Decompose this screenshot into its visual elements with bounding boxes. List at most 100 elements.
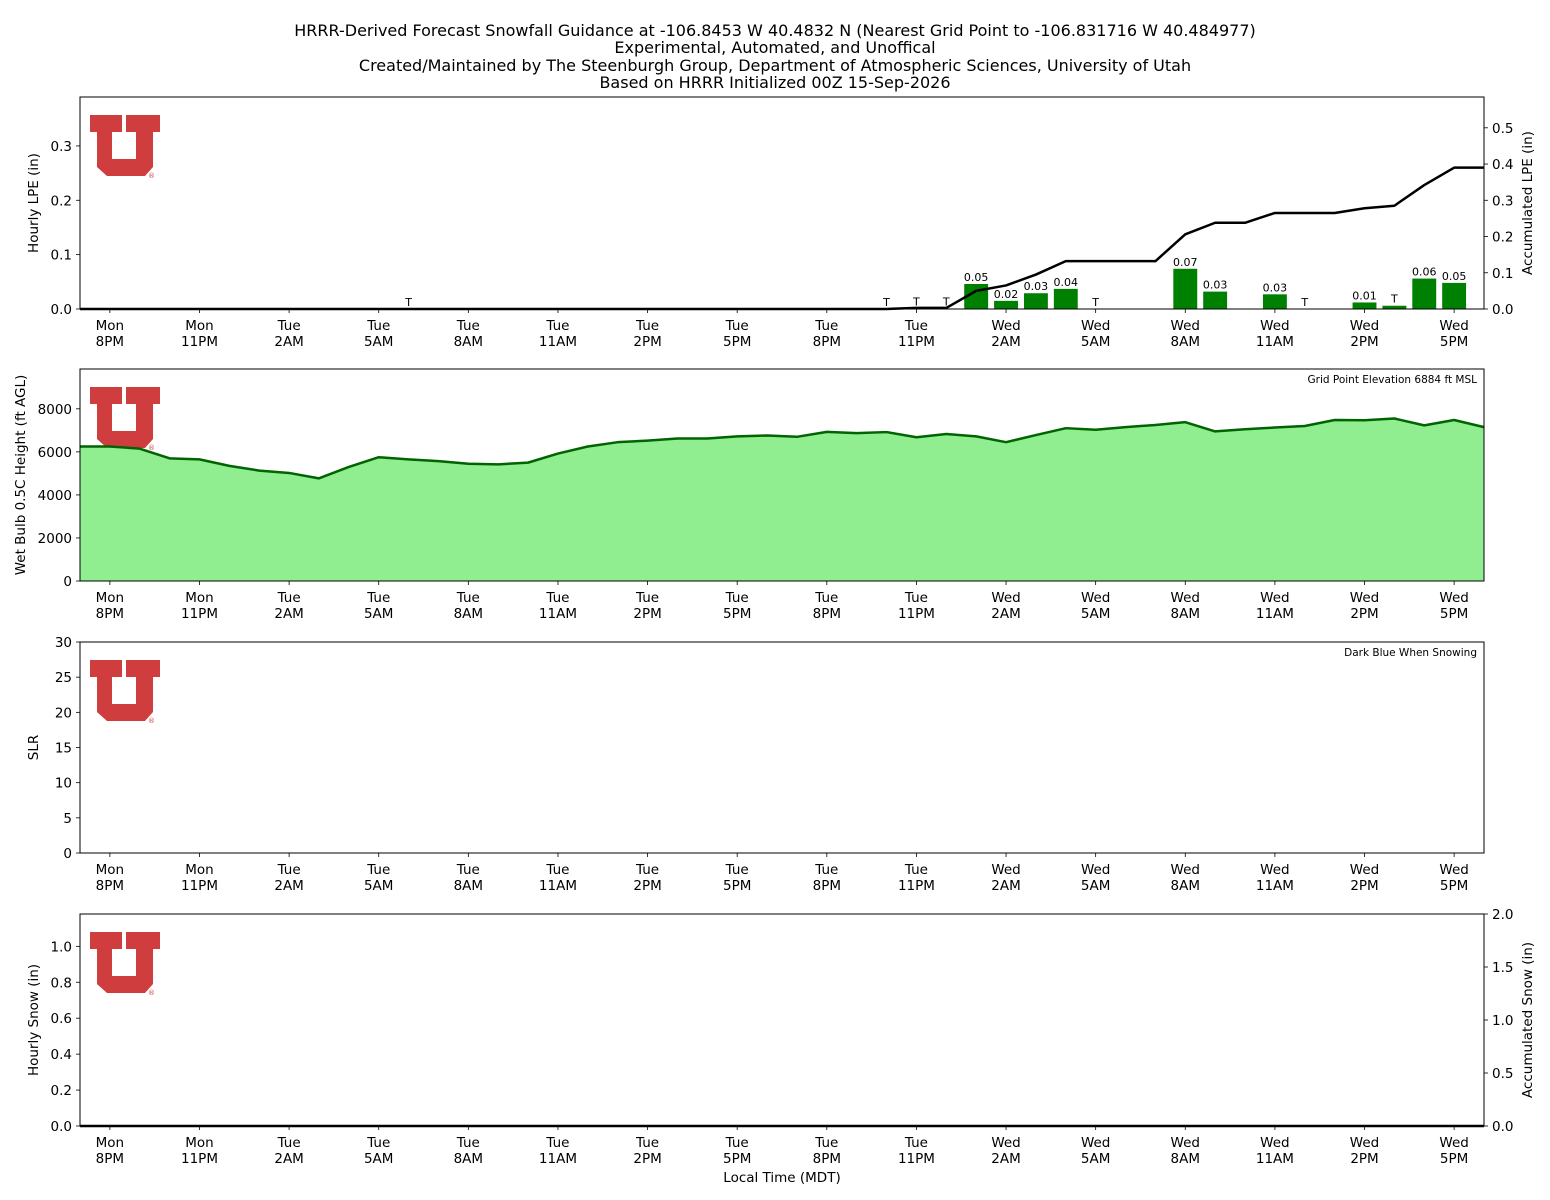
x-tick-label-day: Tue — [545, 590, 569, 606]
lpe-bar-label: 0.07 — [1173, 256, 1198, 269]
y2-tick-label: 1.0 — [1492, 1013, 1513, 1029]
x-tick-label-hour: 8PM — [96, 334, 124, 350]
y-axis-label: Hourly Snow (in) — [26, 964, 42, 1076]
y2-tick-label: 0.0 — [1492, 1119, 1513, 1135]
x-tick-label-day: Wed — [1260, 590, 1289, 606]
x-tick-label-day: Wed — [1081, 1135, 1110, 1151]
panel-slr: ® 0 5 10 15 20 25 30 SLR Dark Blue When Snowing Mo… — [26, 635, 1485, 894]
x-tick-label-hour: 8PM — [96, 878, 124, 894]
lpe-bar — [1412, 278, 1437, 309]
x-tick-label-hour: 5PM — [1440, 1151, 1468, 1167]
logo-registered-mark-1: ® — [148, 444, 155, 452]
x-tick-label-day: Tue — [635, 590, 659, 606]
x-tick-label-day: Tue — [277, 590, 301, 606]
x-tick-label-day: Wed — [991, 862, 1020, 878]
x-tick-label-hour: 2AM — [991, 334, 1020, 350]
x-tick-label-day: Tue — [904, 318, 928, 334]
y-axis-label: SLR — [26, 735, 42, 760]
x-tick-label-hour: 11AM — [1256, 606, 1294, 622]
wetbulb-height-line — [80, 417, 1485, 480]
x-tick-label-hour: 11AM — [539, 1151, 577, 1167]
y2-tick-label: 0.1 — [1492, 266, 1513, 282]
x-tick-label-hour: 2PM — [633, 878, 661, 894]
x-tick-label-day: Tue — [277, 862, 301, 878]
y2-tick-label: 0.4 — [1492, 157, 1513, 173]
y2-axis-label: Accumulated Snow (in) — [1520, 942, 1536, 1098]
x-tick-label-hour: 11AM — [1256, 1151, 1294, 1167]
y-tick-label: 1.0 — [51, 939, 72, 955]
x-tick-label-hour: 8PM — [813, 1151, 841, 1167]
x-tick-label-hour: 5PM — [723, 606, 751, 622]
x-tick-label-hour: 2PM — [1350, 878, 1378, 894]
x-tick-label-hour: 11AM — [539, 878, 577, 894]
x-tick-label-day: Wed — [1350, 318, 1379, 334]
x-tick-label-hour: 5AM — [1081, 606, 1110, 622]
y-tick-label: 0.2 — [51, 1083, 72, 1099]
y-tick-label: 0 — [63, 574, 72, 590]
x-tick-label-day: Mon — [185, 1135, 213, 1151]
x-tick-label-day: Tue — [545, 1135, 569, 1151]
x-tick-label-day: Tue — [456, 1135, 480, 1151]
lpe-bar-label: 0.03 — [1263, 281, 1288, 294]
x-tick-label-hour: 2AM — [274, 1151, 303, 1167]
lpe-bar-label: 0.05 — [964, 271, 989, 284]
x-tick-label-day: Wed — [1260, 318, 1289, 334]
x-tick-label-day: Mon — [96, 318, 124, 334]
x-tick-label-day: Tue — [635, 862, 659, 878]
x-tick-label-day: Tue — [366, 862, 390, 878]
y-tick-label: 4000 — [38, 488, 72, 504]
lpe-bar — [1382, 305, 1407, 309]
x-tick-label-day: Wed — [1081, 862, 1110, 878]
x-tick-label-day: Wed — [1081, 318, 1110, 334]
x-tick-label-day: Wed — [1439, 318, 1468, 334]
wetbulb-height-area — [80, 418, 1484, 581]
x-tick-label-day: Tue — [635, 318, 659, 334]
lpe-bar — [994, 300, 1018, 309]
x-tick-label-day: Wed — [1081, 590, 1110, 606]
y-tick-label: 15 — [55, 741, 72, 757]
x-tick-label-hour: 2AM — [274, 878, 303, 894]
lpe-bar — [1352, 302, 1377, 309]
panel-annotation: Dark Blue When Snowing — [1344, 647, 1477, 659]
x-tick-label-day: Mon — [96, 590, 124, 606]
x-tick-label-day: Wed — [1171, 318, 1200, 334]
axes-frame-1 — [79, 368, 1485, 582]
x-axis-label: Local Time (MDT) — [723, 1170, 840, 1186]
x-tick-label-day: Wed — [1350, 590, 1379, 606]
x-tick-label-day: Wed — [1439, 862, 1468, 878]
x-tick-label-hour: 11PM — [181, 1151, 218, 1167]
x-tick-label-hour: 2AM — [991, 878, 1020, 894]
y-tick-label: 0.2 — [51, 193, 72, 209]
x-tick-label-day: Tue — [545, 318, 569, 334]
panel-wetbulb: ® 0 2000 4000 6000 8000 Wet Bulb 0.5C Height (… — [13, 368, 1485, 622]
x-tick-label-hour: 11PM — [898, 334, 935, 350]
y-tick-label: 0.0 — [51, 302, 72, 318]
x-tick-label-day: Tue — [814, 318, 838, 334]
x-tick-label-hour: 5PM — [723, 878, 751, 894]
lpe-bar-label: T — [1390, 293, 1398, 306]
x-tick-label-hour: 11PM — [181, 334, 218, 350]
x-tick-label-day: Wed — [1171, 1135, 1200, 1151]
x-tick-label-day: Mon — [96, 862, 124, 878]
x-tick-label-hour: 5PM — [723, 1151, 751, 1167]
y-tick-label: 10 — [55, 776, 72, 792]
axes-frame-2 — [79, 641, 1485, 854]
axes-frame-0 — [79, 96, 1485, 310]
x-tick-label-day: Tue — [456, 318, 480, 334]
lpe-bar-label: 0.03 — [1203, 279, 1228, 292]
x-tick-label-day: Tue — [904, 1135, 928, 1151]
lpe-bar-label: T — [1091, 296, 1099, 309]
x-tick-label-day: Wed — [991, 1135, 1020, 1151]
x-tick-label-hour: 2PM — [633, 334, 661, 350]
x-tick-label-hour: 8AM — [454, 1151, 483, 1167]
title-line-4: Based on HRRR Initialized 00Z 15-Sep-202… — [599, 73, 950, 92]
lpe-bar — [1203, 291, 1228, 309]
y-tick-label: 6000 — [38, 445, 72, 461]
y2-axis-label: Accumulated LPE (in) — [1520, 131, 1536, 275]
logo-block-u-shape-1 — [90, 387, 160, 448]
x-tick-label-hour: 5PM — [1440, 878, 1468, 894]
y2-tick-label: 0.5 — [1492, 1066, 1513, 1082]
x-tick-label-hour: 2AM — [991, 606, 1020, 622]
chart-title: HRRR-Derived Forecast Snowfall Guidance … — [294, 21, 1256, 92]
lpe-bar-label: 0.06 — [1412, 266, 1437, 279]
